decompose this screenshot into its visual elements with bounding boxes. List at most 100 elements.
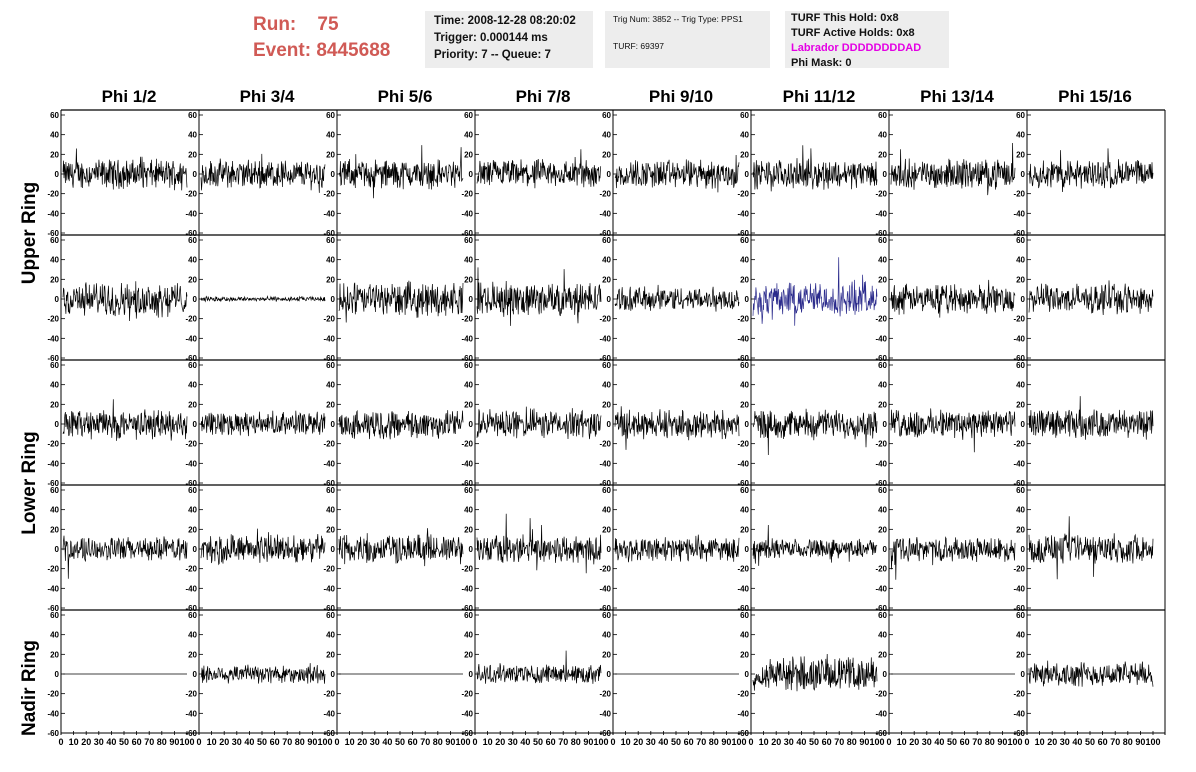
y-tick-label: -60 bbox=[47, 729, 59, 738]
y-tick-label: -40 bbox=[323, 334, 335, 343]
y-tick-label: 0 bbox=[55, 170, 60, 179]
y-tick-label: 0 bbox=[469, 170, 474, 179]
y-tick-label: -20 bbox=[1013, 190, 1025, 199]
priority-text: Priority: 7 -- Queue: 7 bbox=[434, 49, 551, 61]
y-tick-label: -40 bbox=[1013, 709, 1025, 718]
y-tick-label: 60 bbox=[1016, 486, 1025, 495]
x-tick-label: 20 bbox=[633, 737, 643, 747]
y-tick-label: 0 bbox=[1021, 420, 1026, 429]
y-tick-label: 60 bbox=[188, 236, 197, 245]
y-tick-label: 0 bbox=[193, 545, 198, 554]
x-tick-label: 80 bbox=[847, 737, 857, 747]
turf-text: TURF: 69397 bbox=[613, 41, 665, 51]
y-tick-label: -20 bbox=[599, 315, 611, 324]
x-tick-label: 0 bbox=[334, 737, 339, 747]
y-tick-label: -20 bbox=[47, 565, 59, 574]
y-tick-label: 20 bbox=[326, 275, 335, 284]
x-tick-label: 30 bbox=[1060, 737, 1070, 747]
y-tick-label: 60 bbox=[740, 486, 749, 495]
y-tick-label: -40 bbox=[875, 334, 887, 343]
x-tick-label: 90 bbox=[859, 737, 869, 747]
x-tick-label: 100 bbox=[179, 737, 194, 747]
y-tick-label: 0 bbox=[469, 420, 474, 429]
y-tick-label: -60 bbox=[875, 604, 887, 613]
waveform-trace bbox=[1028, 660, 1154, 687]
y-tick-label: 60 bbox=[878, 486, 887, 495]
y-tick-label: 20 bbox=[50, 150, 59, 159]
x-tick-label: 40 bbox=[106, 737, 116, 747]
y-tick-label: 20 bbox=[878, 650, 887, 659]
y-tick-label: -60 bbox=[1013, 229, 1025, 238]
y-tick-label: 60 bbox=[464, 611, 473, 620]
y-tick-label: 40 bbox=[1016, 631, 1025, 640]
y-tick-label: 0 bbox=[883, 295, 888, 304]
y-tick-label: -20 bbox=[599, 690, 611, 699]
y-tick-label: -20 bbox=[323, 565, 335, 574]
y-tick-label: -20 bbox=[47, 690, 59, 699]
waveform-trace bbox=[1028, 516, 1154, 580]
y-tick-label: -20 bbox=[461, 315, 473, 324]
y-tick-label: 0 bbox=[193, 170, 198, 179]
y-tick-label: 60 bbox=[50, 486, 59, 495]
x-tick-label: 50 bbox=[809, 737, 819, 747]
y-tick-label: -20 bbox=[47, 440, 59, 449]
y-tick-label: 60 bbox=[50, 111, 59, 120]
waveform-trace bbox=[338, 145, 464, 199]
y-tick-label: -20 bbox=[737, 440, 749, 449]
y-tick-label: 40 bbox=[464, 381, 473, 390]
y-tick-label: -20 bbox=[875, 440, 887, 449]
y-tick-label: -40 bbox=[875, 584, 887, 593]
x-tick-label: 70 bbox=[144, 737, 154, 747]
x-tick-label: 80 bbox=[1123, 737, 1133, 747]
y-tick-label: -40 bbox=[461, 459, 473, 468]
y-tick-label: 20 bbox=[602, 525, 611, 534]
x-tick-label: 60 bbox=[408, 737, 418, 747]
event-label: Event: bbox=[253, 40, 312, 61]
x-tick-label: 60 bbox=[132, 737, 142, 747]
y-tick-label: 20 bbox=[740, 650, 749, 659]
y-tick-label: -20 bbox=[737, 690, 749, 699]
y-tick-label: 20 bbox=[878, 525, 887, 534]
x-tick-label: 90 bbox=[583, 737, 593, 747]
y-tick-label: -60 bbox=[185, 354, 197, 363]
x-tick-label: 10 bbox=[759, 737, 769, 747]
waveform-trace bbox=[752, 524, 878, 566]
y-tick-label: 40 bbox=[50, 256, 59, 265]
y-tick-label: 0 bbox=[193, 420, 198, 429]
x-tick-label: 100 bbox=[869, 737, 884, 747]
y-tick-label: -40 bbox=[737, 209, 749, 218]
waveform-trace bbox=[476, 513, 602, 574]
x-tick-label: 40 bbox=[658, 737, 668, 747]
x-tick-label: 60 bbox=[546, 737, 556, 747]
x-tick-label: 50 bbox=[533, 737, 543, 747]
waveform-trace bbox=[1028, 280, 1154, 316]
y-tick-label: 40 bbox=[464, 506, 473, 515]
y-tick-label: 60 bbox=[464, 486, 473, 495]
y-tick-label: -40 bbox=[47, 209, 59, 218]
y-tick-label: 60 bbox=[188, 361, 197, 370]
x-tick-label: 0 bbox=[472, 737, 477, 747]
x-tick-label: 80 bbox=[985, 737, 995, 747]
y-tick-label: 0 bbox=[55, 545, 60, 554]
y-tick-label: 40 bbox=[188, 256, 197, 265]
x-tick-label: 40 bbox=[520, 737, 530, 747]
y-tick-label: 60 bbox=[1016, 611, 1025, 620]
waveform-trace bbox=[1028, 396, 1154, 440]
x-tick-label: 40 bbox=[244, 737, 254, 747]
y-tick-label: 40 bbox=[602, 256, 611, 265]
x-tick-label: 20 bbox=[219, 737, 229, 747]
y-tick-label: 40 bbox=[326, 631, 335, 640]
x-tick-label: 20 bbox=[495, 737, 505, 747]
y-tick-label: 40 bbox=[50, 631, 59, 640]
y-tick-label: 20 bbox=[1016, 275, 1025, 284]
y-tick-label: 0 bbox=[607, 295, 612, 304]
x-tick-label: 20 bbox=[909, 737, 919, 747]
y-tick-label: 60 bbox=[188, 486, 197, 495]
y-tick-label: -60 bbox=[323, 229, 335, 238]
waveform-trace bbox=[890, 536, 1016, 580]
y-tick-label: 60 bbox=[1016, 111, 1025, 120]
y-tick-label: -20 bbox=[323, 440, 335, 449]
y-tick-label: -40 bbox=[461, 334, 473, 343]
y-tick-label: 40 bbox=[878, 506, 887, 515]
column-label-phi-15-16: Phi 15/16 bbox=[1058, 87, 1132, 106]
